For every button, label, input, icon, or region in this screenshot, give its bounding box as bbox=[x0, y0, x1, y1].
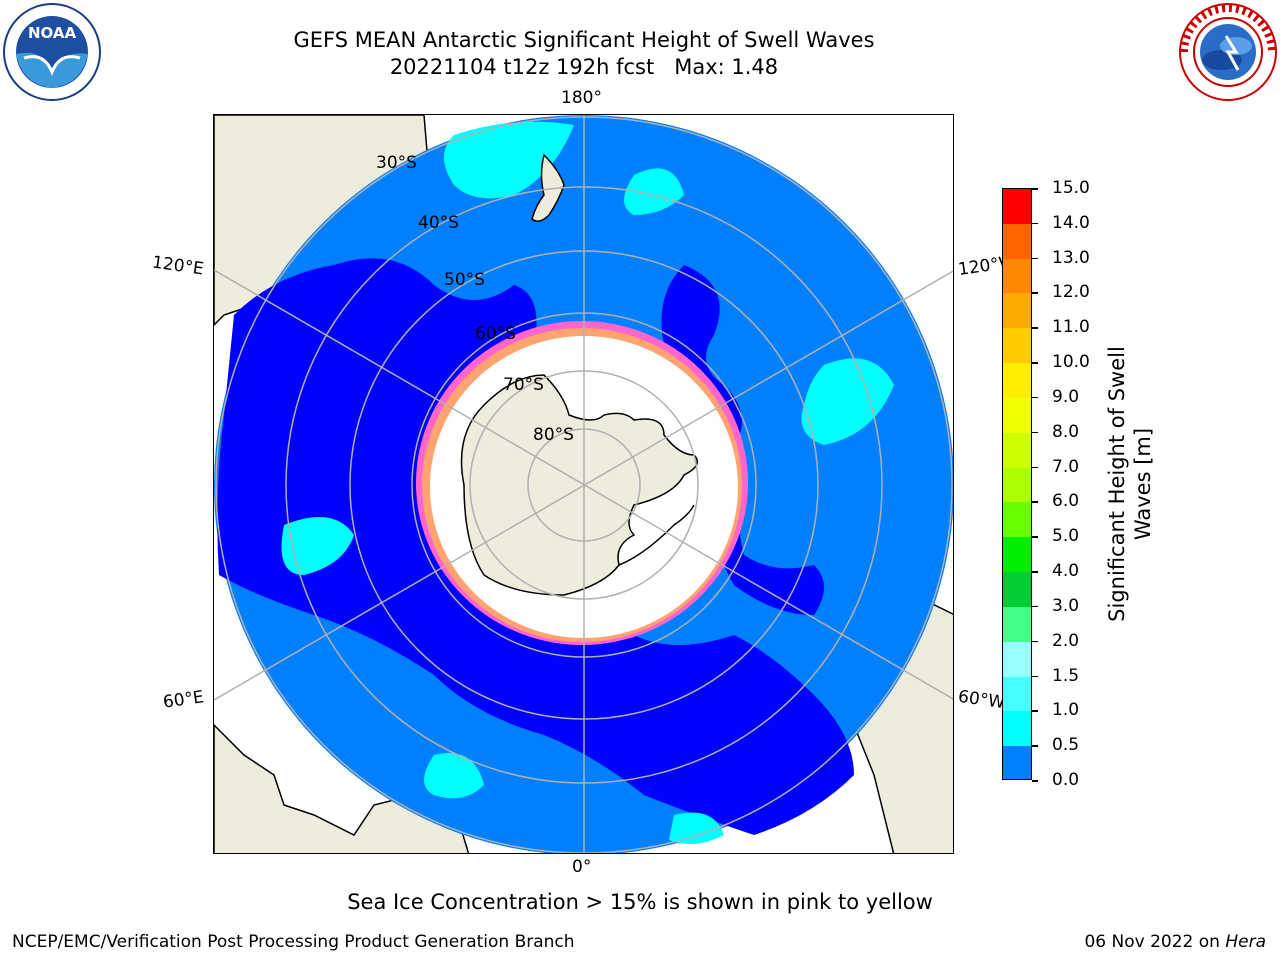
map-title: GEFS MEAN Antarctic Significant Height o… bbox=[293, 28, 875, 52]
swell-mod-patch-5 bbox=[424, 753, 484, 799]
lat-label-30s: 30°S bbox=[376, 153, 417, 173]
colorbar-tick bbox=[1032, 710, 1038, 712]
colorbar-tick bbox=[1032, 431, 1038, 434]
noaa-logo: NOAA bbox=[2, 2, 102, 102]
nws-logo bbox=[1178, 2, 1278, 102]
colorbar-segment bbox=[1003, 223, 1031, 260]
colorbar-tick-label: 0.0 bbox=[1052, 770, 1080, 790]
colorbar-segment bbox=[1003, 676, 1031, 712]
colorbar-tick bbox=[1032, 362, 1038, 364]
colorbar-tick bbox=[1032, 640, 1038, 643]
lon-label-60e: 60°E bbox=[161, 687, 206, 713]
antarctic-peninsula bbox=[618, 504, 695, 566]
colorbar-tick-label: 8.0 bbox=[1052, 421, 1080, 442]
swell-mod-patch-6 bbox=[669, 812, 724, 844]
svg-text:NOAA: NOAA bbox=[28, 24, 77, 42]
colorbar-tick bbox=[1032, 501, 1038, 503]
colorbar-tick bbox=[1032, 745, 1038, 747]
lat-label-60s: 60°S bbox=[475, 324, 516, 344]
lon-label-180: 180° bbox=[561, 88, 602, 108]
colorbar-title: Significant Height of Swell Waves [m] bbox=[1104, 274, 1156, 694]
colorbar-title-line1: Significant Height of Swell bbox=[1105, 346, 1129, 622]
colorbar-tick-label: 5.0 bbox=[1052, 526, 1080, 547]
colorbar-tick-label: 10.0 bbox=[1052, 352, 1090, 373]
colorbar-tick bbox=[1032, 466, 1038, 469]
colorbar-tick-label: 7.0 bbox=[1052, 456, 1080, 477]
colorbar-segment bbox=[1003, 746, 1031, 779]
swell-mod-patch-3 bbox=[801, 358, 894, 445]
swell-mod-patch-2 bbox=[624, 168, 684, 215]
colorbar-segment bbox=[1003, 606, 1031, 643]
lat-label-80s: 80°S bbox=[533, 425, 574, 445]
swell-mod-patch-1 bbox=[444, 121, 574, 199]
colorbar-segment bbox=[1003, 328, 1031, 364]
colorbar-tick bbox=[1032, 396, 1038, 399]
colorbar-tick-label: 1.0 bbox=[1052, 700, 1080, 721]
noaa-emblem-icon: NOAA bbox=[3, 3, 101, 101]
colorbar-segment bbox=[1003, 189, 1031, 225]
swell-mod-patch-4 bbox=[281, 517, 354, 575]
polar-map-canvas bbox=[214, 115, 953, 853]
polar-map bbox=[213, 114, 954, 854]
colorbar-tick bbox=[1032, 327, 1038, 329]
credit-date-text: 06 Nov 2022 on bbox=[1084, 932, 1220, 952]
lon-label-0: 0° bbox=[572, 857, 592, 877]
colorbar-segment bbox=[1003, 258, 1031, 294]
colorbar bbox=[1002, 188, 1032, 780]
credit-machine: Hera bbox=[1225, 932, 1266, 952]
colorbar-segment bbox=[1003, 537, 1031, 573]
map-subtitle: 20221104 t12z 192h fcst Max: 1.48 bbox=[389, 55, 779, 79]
colorbar-tick-label: 13.0 bbox=[1052, 247, 1090, 268]
colorbar-tick-label: 2.0 bbox=[1052, 630, 1080, 651]
nws-emblem-icon bbox=[1179, 3, 1277, 101]
colorbar-segment bbox=[1003, 363, 1031, 399]
credit-branch: NCEP/EMC/Verification Post Processing Pr… bbox=[12, 932, 575, 952]
colorbar-segment bbox=[1003, 572, 1031, 608]
colorbar-tick-label: 0.5 bbox=[1052, 735, 1080, 756]
colorbar-tick bbox=[1032, 536, 1038, 538]
credit-date: 06 Nov 2022 on Hera bbox=[1084, 932, 1266, 952]
colorbar-tick-label: 6.0 bbox=[1052, 491, 1080, 512]
colorbar-tick bbox=[1032, 780, 1038, 782]
colorbar-tick bbox=[1032, 257, 1038, 260]
colorbar-tick bbox=[1032, 571, 1038, 573]
colorbar-tick bbox=[1032, 605, 1038, 608]
lon-label-120e: 120°E bbox=[150, 252, 205, 280]
colorbar-segment bbox=[1003, 397, 1031, 434]
colorbar-segment bbox=[1003, 711, 1031, 747]
colorbar-tick-label: 11.0 bbox=[1052, 317, 1090, 338]
swell-low-east bbox=[661, 265, 824, 615]
colorbar-tick-label: 3.0 bbox=[1052, 595, 1080, 616]
lon-label-60w: 60°W bbox=[956, 686, 1007, 714]
graticule bbox=[214, 115, 953, 853]
colorbar-segment bbox=[1003, 467, 1031, 503]
lat-label-50s: 50°S bbox=[444, 270, 485, 290]
colorbar-tick-label: 1.5 bbox=[1052, 665, 1080, 686]
colorbar-segment bbox=[1003, 293, 1031, 329]
colorbar-tick-label: 9.0 bbox=[1052, 386, 1080, 407]
colorbar-tick-label: 4.0 bbox=[1052, 561, 1080, 582]
colorbar-segment bbox=[1003, 641, 1031, 678]
colorbar-tick bbox=[1032, 675, 1038, 678]
colorbar-segment bbox=[1003, 502, 1031, 538]
colorbar-tick bbox=[1032, 292, 1038, 294]
colorbar-tick-label: 14.0 bbox=[1052, 212, 1090, 233]
colorbar-tick-label: 12.0 bbox=[1052, 282, 1090, 303]
colorbar-segment bbox=[1003, 432, 1031, 469]
new-zealand-land bbox=[531, 153, 565, 222]
sea-ice-note: Sea Ice Concentration > 15% is shown in … bbox=[347, 890, 933, 914]
colorbar-tick-label: 15.0 bbox=[1052, 178, 1090, 198]
colorbar-tick bbox=[1032, 188, 1038, 190]
colorbar-title-line2: Waves [m] bbox=[1131, 427, 1155, 541]
africa-land bbox=[214, 723, 470, 853]
lat-label-70s: 70°S bbox=[503, 375, 544, 395]
lat-label-40s: 40°S bbox=[418, 213, 459, 233]
colorbar-tick bbox=[1032, 222, 1038, 225]
